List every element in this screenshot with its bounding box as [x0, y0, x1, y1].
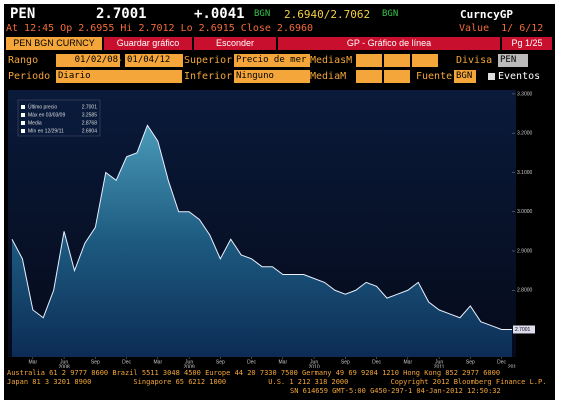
legend-label: Último precio [28, 103, 57, 110]
field-label: Fuente [416, 71, 453, 82]
checkbox-label: Eventos [498, 71, 541, 82]
x-tick-label: Dec [372, 359, 381, 365]
stats-legend: Último precio 2.7001 Máx en 03/03/09 3.2585… [17, 99, 101, 137]
field-label: Superior [184, 55, 233, 66]
x-tick-label: Dec [247, 359, 256, 365]
input[interactable] [356, 54, 382, 67]
legend-label: Máx en 03/03/09 [28, 112, 65, 118]
input[interactable] [384, 54, 410, 67]
chart: 2.8000 2.9000 3.0000 3.1000 3.2000 3.3000 Mar J… [8, 90, 535, 368]
input[interactable]: 01/04/12 [125, 54, 183, 67]
field-label: - [117, 55, 124, 66]
footer-line: Australia 61 2 9777 8600 Brazil 5511 304… [7, 369, 501, 377]
footer-line: SN 614659 GMT-5:00 G450-297-1 04-Jan-201… [290, 387, 501, 395]
x-tick-label: Sep [341, 359, 350, 365]
legend-swatch [21, 129, 25, 133]
x-tick-label: Sep [466, 359, 475, 365]
hide-tab[interactable]: Esconder [194, 37, 276, 50]
x-tick-label: Sep [216, 359, 225, 365]
legend-value: 3.2585 [82, 112, 98, 118]
last-price-label: 2.7001 [515, 327, 531, 333]
legend-label: Mín en 12/29/11 [28, 128, 64, 134]
terminal: PEN 2.7001 +.0041 BGN 2.6940/2.7062 BGN … [4, 4, 555, 400]
field-label: Inferior [184, 71, 233, 82]
x-year-label: 201 [508, 364, 517, 368]
dropdown[interactable]: Diario [56, 70, 182, 83]
y-tick-label: 3.2000 [517, 131, 533, 137]
y-tick-label: 3.0000 [517, 209, 533, 215]
source: BGN [382, 9, 399, 19]
bid-ask: 2.6940/2.7062 [284, 8, 371, 21]
security-tab[interactable]: PEN BGN CURNCY [6, 37, 102, 50]
field-label: Rango [8, 55, 39, 66]
quote-line: At 12:45 Op 2.6955 Hi 2.7012 Lo 2.6915 C… [6, 23, 314, 34]
legend-label: Media [28, 120, 42, 126]
legend-value: 2.8768 [82, 120, 98, 126]
field-label: Periodo [8, 71, 51, 82]
function-tab[interactable]: GP - Gráfico de línea [278, 37, 500, 50]
dropdown[interactable]: Ninguno [234, 70, 310, 83]
change: +.0041 [194, 6, 245, 22]
legend-value: 2.7001 [82, 104, 98, 110]
input[interactable] [412, 54, 438, 67]
footer-line: Japan 81 3 3201 8900 Singapore 65 6212 1… [7, 378, 547, 386]
field-label: Divisa [456, 55, 493, 66]
dropdown[interactable]: PEN [498, 54, 528, 67]
legend-box [17, 99, 101, 137]
save-tab[interactable]: Guardar gráfico [104, 37, 192, 50]
input[interactable] [356, 70, 382, 83]
x-tick-label: Jun [60, 359, 68, 365]
y-tick-label: 2.9000 [517, 248, 533, 254]
last-price-box [513, 325, 535, 334]
security-type: CurncyGP [460, 8, 513, 21]
input[interactable]: Precio de mer [234, 54, 310, 67]
x-tick-label: Jun [310, 359, 318, 365]
x-tick-label: Jun [185, 359, 193, 365]
legend-swatch [21, 121, 25, 125]
y-tick-label: 3.3000 [517, 91, 533, 97]
price: 2.7001 [96, 6, 147, 22]
x-year-label: 2009 [184, 364, 195, 368]
x-tick-label: Dec [122, 359, 131, 365]
ticker: PEN [10, 6, 36, 22]
field-label: MediaM [310, 71, 347, 82]
input[interactable] [384, 70, 410, 83]
x-tick-label: Sep [91, 359, 100, 365]
input[interactable]: BGN [454, 70, 476, 83]
y-tick-label: 3.1000 [517, 170, 533, 176]
y-tick-label: 2.8000 [517, 288, 533, 294]
area [12, 125, 512, 358]
x-tick-label: Jun [435, 359, 443, 365]
x-year-label: 2008 [59, 364, 70, 368]
value-date: Value 1/ 6/12 [459, 23, 544, 34]
page-tab[interactable]: Pg 1/25 [502, 37, 552, 50]
x-tick-label: Mar [29, 359, 38, 365]
x-tick-label: Mar [154, 359, 163, 365]
x-tick-label: Dec [497, 359, 506, 365]
x-year-label: 2010 [309, 364, 320, 368]
checkbox[interactable] [488, 73, 495, 80]
field-label: MediasM [310, 55, 353, 66]
x-tick-label: Mar [404, 359, 413, 365]
x-year-label: 2011 [434, 364, 445, 368]
line [11, 124, 512, 331]
legend-value: 2.6904 [82, 128, 98, 134]
source: BGN [254, 9, 271, 19]
legend-swatch [21, 105, 25, 109]
input[interactable]: 01/02/08 [56, 54, 120, 67]
legend-swatch [21, 113, 25, 117]
x-tick-label: Mar [279, 359, 288, 365]
